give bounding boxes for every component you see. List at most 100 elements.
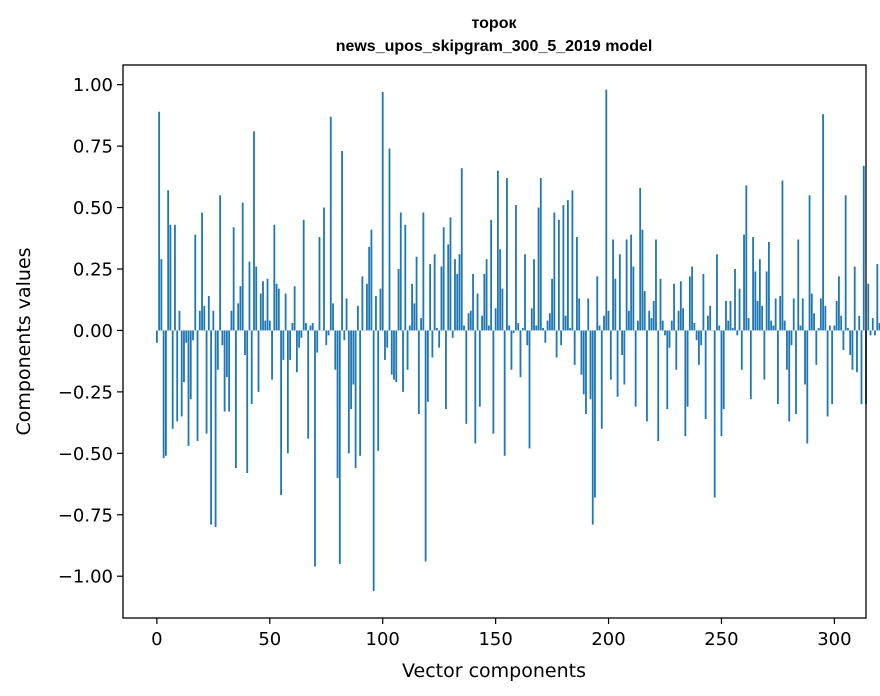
x-tick-label: 100 bbox=[366, 629, 400, 650]
bar bbox=[235, 330, 237, 469]
bar bbox=[661, 320, 664, 331]
bar bbox=[402, 330, 404, 392]
bar bbox=[406, 330, 409, 370]
bar bbox=[646, 330, 648, 422]
bar bbox=[612, 239, 614, 331]
bar bbox=[616, 330, 619, 397]
bar bbox=[350, 330, 352, 410]
bar bbox=[704, 330, 707, 419]
bar bbox=[426, 330, 429, 402]
bar bbox=[623, 330, 626, 385]
bar bbox=[237, 303, 240, 331]
y-tick-label: −1.00 bbox=[58, 567, 113, 588]
bar bbox=[743, 234, 745, 331]
bar bbox=[655, 239, 657, 331]
bar bbox=[282, 330, 285, 360]
bar bbox=[526, 330, 529, 346]
bar bbox=[548, 313, 551, 331]
bar bbox=[449, 217, 452, 331]
bar bbox=[221, 330, 224, 346]
bar bbox=[639, 187, 642, 331]
bar bbox=[862, 165, 865, 331]
bar bbox=[560, 330, 563, 346]
bar bbox=[643, 291, 646, 331]
bar bbox=[189, 330, 192, 400]
bar bbox=[359, 330, 362, 456]
bar bbox=[756, 300, 759, 331]
bar bbox=[273, 224, 276, 331]
bar bbox=[562, 205, 565, 331]
bar bbox=[858, 315, 861, 331]
bar bbox=[779, 296, 782, 331]
bar bbox=[763, 330, 766, 380]
bar bbox=[788, 330, 791, 422]
bar bbox=[420, 318, 423, 331]
bar bbox=[499, 249, 502, 331]
bar bbox=[433, 254, 436, 331]
bar bbox=[347, 330, 350, 454]
bar bbox=[772, 325, 775, 331]
bar bbox=[679, 281, 682, 331]
bar bbox=[722, 330, 725, 410]
x-axis-ticks: 0 50 100 150 200 250 300 bbox=[151, 618, 852, 650]
bar bbox=[307, 330, 310, 439]
bar bbox=[487, 325, 490, 331]
bar bbox=[657, 330, 660, 442]
bar bbox=[323, 207, 325, 331]
bar bbox=[352, 330, 355, 385]
bar bbox=[456, 273, 459, 331]
bar bbox=[192, 330, 194, 341]
bar bbox=[275, 283, 278, 331]
bar bbox=[618, 254, 621, 331]
bar bbox=[460, 168, 463, 331]
x-tick-label: 150 bbox=[478, 629, 512, 650]
bar bbox=[506, 178, 508, 331]
bar bbox=[587, 298, 590, 331]
bar bbox=[648, 310, 651, 331]
bar bbox=[178, 310, 181, 331]
bar bbox=[325, 330, 328, 346]
bar bbox=[219, 195, 222, 331]
bar bbox=[399, 212, 402, 331]
bar bbox=[169, 224, 172, 331]
bar bbox=[566, 200, 569, 331]
bar bbox=[431, 330, 434, 358]
bar bbox=[305, 323, 307, 331]
x-axis-label: Vector components bbox=[402, 660, 586, 682]
bar bbox=[496, 170, 499, 331]
bar bbox=[336, 330, 339, 478]
bar bbox=[600, 330, 603, 429]
bar bbox=[650, 318, 653, 331]
bar bbox=[607, 310, 610, 331]
bar bbox=[268, 320, 271, 331]
bar bbox=[329, 116, 332, 331]
bar bbox=[185, 330, 188, 343]
bar bbox=[463, 325, 465, 331]
bar bbox=[869, 330, 872, 336]
bar bbox=[162, 330, 165, 459]
bar bbox=[781, 180, 784, 331]
bar bbox=[442, 227, 445, 331]
bar bbox=[483, 273, 486, 331]
bar bbox=[783, 320, 786, 331]
bar bbox=[379, 288, 382, 331]
bar bbox=[797, 239, 800, 331]
bar bbox=[637, 320, 639, 331]
y-axis-ticks: 1.00 0.75 0.50 0.25 0.00 −0.25 −0.50 −0.75 −1.00 bbox=[58, 75, 123, 588]
bar bbox=[207, 296, 210, 331]
bar bbox=[485, 259, 488, 331]
bar bbox=[454, 259, 456, 331]
bar bbox=[729, 300, 732, 331]
bar bbox=[408, 325, 411, 331]
bar bbox=[521, 327, 524, 331]
bar bbox=[641, 229, 644, 331]
bar bbox=[537, 207, 540, 331]
bar bbox=[826, 330, 829, 417]
bar bbox=[697, 330, 700, 365]
bar bbox=[232, 227, 235, 331]
bar bbox=[311, 323, 314, 331]
bar bbox=[341, 151, 343, 331]
bar bbox=[835, 300, 838, 331]
chart-subtitle: news_upos_skipgram_300_5_2019 model bbox=[336, 38, 653, 55]
bar bbox=[853, 266, 856, 331]
